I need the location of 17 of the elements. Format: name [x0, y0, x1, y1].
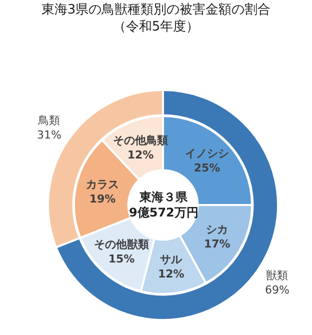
- data-label: 69%: [265, 283, 290, 296]
- slice-label: 獣類: [266, 269, 288, 282]
- slice-label: その他獣類: [94, 238, 149, 251]
- data-label: 15%: [108, 252, 135, 266]
- slice-label: 鳥類: [37, 114, 60, 127]
- data-label: 12%: [158, 267, 184, 280]
- slice-label: カラス: [86, 178, 119, 191]
- slice-label: サル: [160, 253, 184, 266]
- data-label: 25%: [194, 161, 220, 174]
- data-label: 17%: [204, 237, 230, 250]
- data-label: 31%: [37, 128, 62, 142]
- slice-label: シカ: [206, 223, 228, 236]
- data-label: 12%: [127, 148, 154, 162]
- data-label: 19%: [89, 192, 116, 206]
- slice-label: イノシシ: [185, 147, 229, 160]
- chart-title: 東海3県の鳥獣種類別の被害金額の割合（令和5年度）: [41, 1, 271, 34]
- text: 東海３県 9億572万円: [129, 190, 198, 220]
